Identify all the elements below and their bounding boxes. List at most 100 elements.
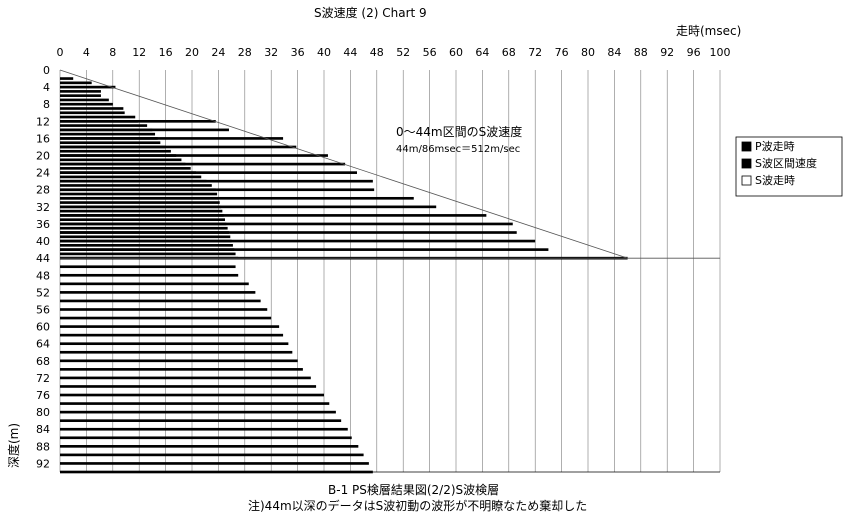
- s-wave-bar: [60, 154, 177, 157]
- s-wave-bar: [60, 244, 233, 247]
- x-tick-label: 56: [423, 46, 437, 59]
- s-wave-bar: [60, 192, 218, 196]
- x-axis-label: 走時(msec): [676, 24, 741, 38]
- s-wave-bar-deep: [60, 393, 324, 397]
- y-tick-label: 84: [36, 423, 50, 436]
- y-tick-label: 92: [36, 457, 50, 470]
- y-tick-label: 8: [43, 98, 50, 111]
- s-wave-bar-deep: [60, 385, 317, 388]
- s-wave-bar: [60, 81, 92, 85]
- p-wave-bar: [60, 214, 487, 217]
- s-wave-bar: [60, 132, 156, 136]
- s-wave-bar: [60, 115, 136, 119]
- x-tick-label: 100: [710, 46, 731, 59]
- legend-swatch: [741, 141, 752, 152]
- chart-title: S波速度 (2) Chart 9: [314, 5, 427, 20]
- s-wave-bar: [60, 98, 109, 102]
- s-wave-bar: [60, 209, 223, 213]
- s-wave-bar-deep: [60, 402, 330, 405]
- s-wave-bar-deep: [60, 368, 303, 371]
- s-wave-bar-deep: [60, 333, 284, 337]
- s-wave-bar-deep: [60, 436, 352, 440]
- x-tick-label: 0: [57, 46, 64, 59]
- y-tick-label: 16: [36, 132, 50, 145]
- p-wave-bar: [60, 145, 297, 149]
- y-tick-label: 72: [36, 372, 50, 385]
- s-wave-bar: [60, 214, 224, 217]
- p-wave-bar: [60, 188, 375, 192]
- s-wave-bar-deep: [60, 273, 239, 277]
- s-wave-bar-deep: [60, 445, 359, 448]
- s-wave-bar: [60, 137, 158, 140]
- y-tick-label: 44: [36, 252, 50, 265]
- y-tick-label: 12: [36, 115, 50, 128]
- x-tick-label: 52: [396, 46, 410, 59]
- x-tick-label: 8: [109, 46, 116, 59]
- s-wave-bar: [60, 145, 166, 149]
- s-wave-bar-deep: [60, 376, 311, 380]
- s-wave-bar: [60, 149, 171, 153]
- s-wave-bar: [60, 188, 216, 192]
- s-wave-bar-deep: [60, 291, 256, 294]
- x-tick-label: 44: [343, 46, 357, 59]
- s-wave-bar: [60, 175, 202, 179]
- y-tick-label: 52: [36, 286, 50, 299]
- s-wave-bar: [60, 196, 219, 200]
- reference-line: [59, 69, 628, 259]
- x-tick-label: 36: [291, 46, 305, 59]
- s-wave-bar: [60, 184, 212, 187]
- s-wave-bar-deep: [60, 453, 364, 457]
- x-tick-label: 64: [475, 46, 489, 59]
- s-wave-bar: [60, 119, 138, 123]
- legend-label: P波走時: [755, 140, 795, 153]
- caption-line-2: 注)44m以深のデータはS波初動の波形が不明瞭なため棄却した: [248, 498, 587, 513]
- p-wave-bar: [60, 137, 284, 140]
- s-wave-bar: [60, 171, 196, 174]
- x-tick-labels: 0 4 8 12 16 20 24 28 32 36 40 44 48 52 56 60 64 68 72 76 80 8…: [57, 46, 731, 59]
- s-wave-bar-deep: [60, 462, 369, 465]
- y-tick-label: 56: [36, 303, 50, 316]
- p-wave-bar: [60, 162, 346, 166]
- s-wave-bar: [60, 90, 101, 93]
- s-wave-bar-deep: [60, 410, 336, 414]
- p-wave-bar: [60, 222, 513, 226]
- bars: [60, 77, 628, 474]
- p-wave-bar: [60, 196, 414, 200]
- legend-swatch: [741, 158, 752, 169]
- s-wave-bar: [60, 128, 153, 132]
- y-tick-label: 80: [36, 406, 50, 419]
- s-wave-bar: [60, 205, 222, 209]
- y-tick-label: 48: [36, 269, 50, 282]
- s-wave-bar-deep: [60, 282, 249, 286]
- s-wave-bar-deep: [60, 265, 236, 269]
- s-wave-bar: [60, 201, 220, 204]
- y-tick-label: 88: [36, 440, 50, 453]
- y-tick-label: 20: [36, 150, 50, 163]
- x-tick-label: 76: [555, 46, 569, 59]
- legend-label: S波区間速度: [755, 156, 817, 170]
- s-wave-bar: [60, 235, 231, 239]
- y-tick-label: 4: [43, 81, 50, 94]
- s-wave-bar-deep: [60, 342, 289, 346]
- s-wave-bar: [60, 111, 125, 115]
- y-tick-label: 64: [36, 338, 50, 351]
- p-wave-bar: [60, 179, 373, 183]
- y-tick-label: 60: [36, 321, 50, 334]
- s-wave-bar: [60, 239, 232, 243]
- s-wave-bar: [60, 179, 207, 183]
- x-tick-label: 20: [185, 46, 199, 59]
- x-tick-label: 32: [264, 46, 278, 59]
- annotation-formula: 44m/86msec＝512m/sec: [396, 144, 520, 155]
- y-tick-labels: 0481216202428323640444852566064687276808…: [36, 64, 50, 470]
- s-wave-bar: [60, 231, 229, 234]
- s-wave-bar: [60, 226, 228, 230]
- s-wave-bar-deep: [60, 316, 272, 320]
- s-wave-bar: [60, 85, 116, 89]
- x-tick-label: 92: [660, 46, 674, 59]
- y-tick-label: 36: [36, 218, 50, 231]
- s-wave-bar: [60, 167, 191, 170]
- s-wave-bar-deep: [60, 427, 348, 431]
- s-wave-bar: [60, 162, 186, 166]
- x-tick-label: 48: [370, 46, 384, 59]
